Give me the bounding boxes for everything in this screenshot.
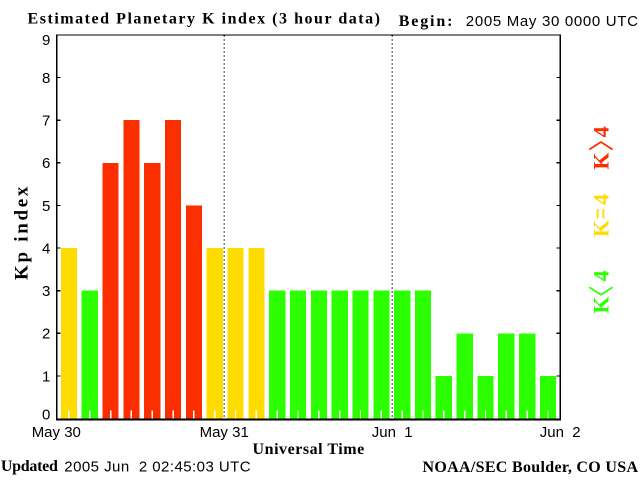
svg-text:4: 4 <box>589 126 614 137</box>
svg-text:2005 Jun 2 02:45:03 UTC: 2005 Jun 2 02:45:03 UTC <box>64 458 250 475</box>
svg-text:Updated: Updated <box>1 458 58 475</box>
svg-text:4: 4 <box>42 240 50 257</box>
svg-text:0: 0 <box>42 407 50 424</box>
svg-text:2005 May 30 0000 UTC: 2005 May 30 0000 UTC <box>466 13 638 30</box>
svg-text:3: 3 <box>42 283 50 300</box>
svg-text:K: K <box>589 296 614 313</box>
svg-text:Jun 2: Jun 2 <box>540 424 581 441</box>
svg-text:Begin:: Begin: <box>399 13 453 30</box>
svg-text:Jun 1: Jun 1 <box>372 424 413 441</box>
svg-text:4: 4 <box>589 194 614 205</box>
svg-text:Estimated Planetary K index (3: Estimated Planetary K index (3 hour data… <box>28 11 380 28</box>
svg-text:Kp index: Kp index <box>12 186 33 280</box>
svg-text:2: 2 <box>42 326 50 343</box>
svg-text:Universal Time: Universal Time <box>253 441 365 458</box>
svg-text:7: 7 <box>42 113 50 130</box>
svg-text:4: 4 <box>589 270 614 281</box>
svg-text:5: 5 <box>42 198 50 215</box>
svg-text:May 30: May 30 <box>32 424 81 441</box>
svg-text:May 31: May 31 <box>200 424 249 441</box>
svg-text:1: 1 <box>42 368 50 385</box>
svg-text:8: 8 <box>42 70 50 87</box>
svg-text:6: 6 <box>42 155 50 172</box>
svg-text:9: 9 <box>42 32 50 49</box>
svg-text:K: K <box>589 220 614 237</box>
svg-text:NOAA/SEC Boulder, CO USA: NOAA/SEC Boulder, CO USA <box>423 459 639 476</box>
svg-text:K: K <box>589 153 614 170</box>
